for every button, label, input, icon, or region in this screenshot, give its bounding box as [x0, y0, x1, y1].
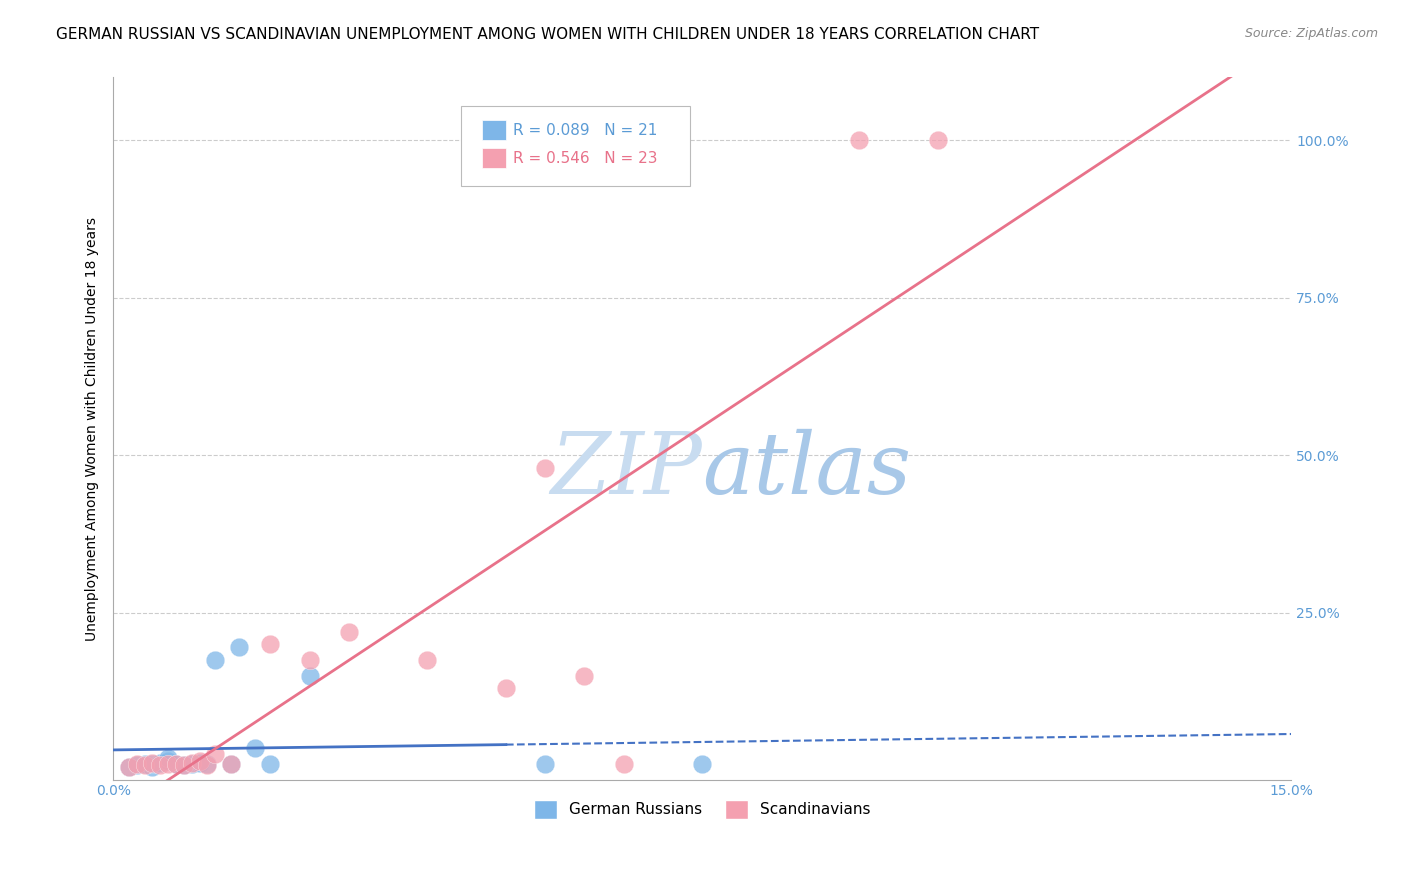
- Point: [259, 756, 281, 771]
- Point: [204, 653, 226, 667]
- Point: [228, 640, 250, 655]
- Point: [197, 756, 219, 771]
- Point: [165, 756, 187, 771]
- Point: [259, 637, 281, 651]
- Legend: German Russians, Scandinavians: German Russians, Scandinavians: [527, 794, 877, 824]
- Point: [204, 747, 226, 762]
- Point: [173, 758, 195, 772]
- Point: [219, 756, 242, 771]
- Text: ZIP: ZIP: [550, 429, 702, 512]
- Text: Source: ZipAtlas.com: Source: ZipAtlas.com: [1244, 27, 1378, 40]
- Point: [125, 758, 148, 772]
- Text: R = 0.089   N = 21: R = 0.089 N = 21: [513, 122, 657, 137]
- Point: [219, 756, 242, 771]
- Point: [149, 756, 172, 770]
- Point: [188, 756, 211, 770]
- Point: [173, 758, 195, 772]
- FancyBboxPatch shape: [461, 105, 690, 186]
- Point: [416, 653, 439, 667]
- Point: [298, 653, 321, 667]
- Point: [149, 758, 172, 772]
- Point: [298, 669, 321, 683]
- Text: atlas: atlas: [702, 429, 911, 512]
- Point: [118, 760, 141, 774]
- Point: [157, 756, 180, 771]
- Point: [157, 750, 180, 764]
- Text: R = 0.546   N = 23: R = 0.546 N = 23: [513, 151, 657, 166]
- Bar: [482, 120, 506, 140]
- Point: [197, 758, 219, 772]
- Point: [613, 756, 636, 771]
- Point: [134, 758, 156, 772]
- Point: [165, 756, 187, 771]
- Point: [134, 756, 156, 771]
- Point: [927, 133, 949, 147]
- Text: GERMAN RUSSIAN VS SCANDINAVIAN UNEMPLOYMENT AMONG WOMEN WITH CHILDREN UNDER 18 Y: GERMAN RUSSIAN VS SCANDINAVIAN UNEMPLOYM…: [56, 27, 1039, 42]
- Point: [337, 624, 360, 639]
- Bar: [482, 148, 506, 168]
- Point: [534, 756, 557, 771]
- Point: [180, 756, 202, 771]
- Point: [125, 756, 148, 771]
- Point: [495, 681, 517, 696]
- Point: [690, 756, 713, 771]
- Point: [141, 756, 163, 770]
- Point: [141, 756, 163, 771]
- Y-axis label: Unemployment Among Women with Children Under 18 years: Unemployment Among Women with Children U…: [86, 217, 100, 640]
- Point: [848, 133, 870, 147]
- Point: [141, 760, 163, 774]
- Point: [574, 669, 596, 683]
- Point: [157, 754, 180, 768]
- Point: [188, 754, 211, 768]
- Point: [534, 461, 557, 475]
- Point: [118, 760, 141, 774]
- Point: [243, 741, 266, 756]
- Point: [180, 756, 202, 770]
